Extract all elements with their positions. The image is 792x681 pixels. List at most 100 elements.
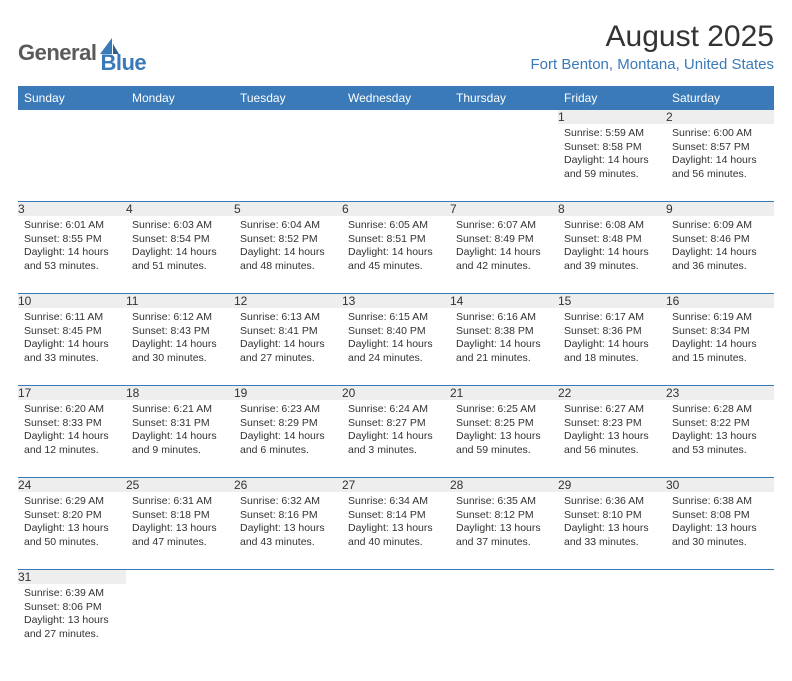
day-number: 24 [18,478,126,493]
weekday-header: Monday [126,86,234,110]
day-detail: Sunrise: 6:27 AMSunset: 8:23 PMDaylight:… [558,400,666,462]
day-number: 13 [342,294,450,309]
day-detail: Sunrise: 6:25 AMSunset: 8:25 PMDaylight:… [450,400,558,462]
day-number: 16 [666,294,774,309]
day-number: 7 [450,202,558,217]
day-number: 23 [666,386,774,401]
empty-day-number [666,570,774,585]
daynum-row: 31 [18,570,774,585]
day-detail: Sunrise: 6:00 AMSunset: 8:57 PMDaylight:… [666,124,774,186]
detail-row: Sunrise: 6:20 AMSunset: 8:33 PMDaylight:… [18,400,774,477]
detail-row: Sunrise: 5:59 AMSunset: 8:58 PMDaylight:… [18,124,774,201]
day-number: 9 [666,202,774,217]
day-number: 29 [558,478,666,493]
daynum-row: 24252627282930 [18,478,774,493]
logo-text-general: General [18,40,96,66]
empty-cell [126,584,234,661]
day-number: 10 [18,294,126,309]
daynum-row: 17181920212223 [18,386,774,401]
empty-day-number [126,570,234,585]
day-detail: Sunrise: 6:16 AMSunset: 8:38 PMDaylight:… [450,308,558,370]
day-detail: Sunrise: 6:28 AMSunset: 8:22 PMDaylight:… [666,400,774,462]
empty-day-number [558,570,666,585]
day-detail: Sunrise: 6:15 AMSunset: 8:40 PMDaylight:… [342,308,450,370]
day-detail: Sunrise: 6:07 AMSunset: 8:49 PMDaylight:… [450,216,558,278]
daynum-row: 12 [18,110,774,124]
weekday-header-row: SundayMondayTuesdayWednesdayThursdayFrid… [18,86,774,110]
day-number: 15 [558,294,666,309]
day-detail: Sunrise: 6:20 AMSunset: 8:33 PMDaylight:… [18,400,126,462]
day-detail: Sunrise: 6:17 AMSunset: 8:36 PMDaylight:… [558,308,666,370]
day-detail: Sunrise: 6:23 AMSunset: 8:29 PMDaylight:… [234,400,342,462]
page-title: August 2025 [531,20,774,54]
day-number: 2 [666,110,774,124]
day-detail: Sunrise: 6:19 AMSunset: 8:34 PMDaylight:… [666,308,774,370]
empty-cell [234,124,342,201]
day-detail: Sunrise: 6:03 AMSunset: 8:54 PMDaylight:… [126,216,234,278]
day-number: 8 [558,202,666,217]
day-detail: Sunrise: 6:36 AMSunset: 8:10 PMDaylight:… [558,492,666,554]
day-number: 4 [126,202,234,217]
day-number: 5 [234,202,342,217]
day-detail: Sunrise: 5:59 AMSunset: 8:58 PMDaylight:… [558,124,666,186]
day-number: 18 [126,386,234,401]
day-detail: Sunrise: 6:11 AMSunset: 8:45 PMDaylight:… [18,308,126,370]
empty-day-number [342,110,450,124]
day-detail: Sunrise: 6:13 AMSunset: 8:41 PMDaylight:… [234,308,342,370]
weekday-header: Sunday [18,86,126,110]
empty-cell [234,584,342,661]
day-detail: Sunrise: 6:39 AMSunset: 8:06 PMDaylight:… [18,584,126,646]
day-detail: Sunrise: 6:01 AMSunset: 8:55 PMDaylight:… [18,216,126,278]
empty-cell [450,584,558,661]
empty-day-number [234,110,342,124]
day-detail: Sunrise: 6:31 AMSunset: 8:18 PMDaylight:… [126,492,234,554]
detail-row: Sunrise: 6:01 AMSunset: 8:55 PMDaylight:… [18,216,774,293]
day-detail: Sunrise: 6:21 AMSunset: 8:31 PMDaylight:… [126,400,234,462]
day-number: 14 [450,294,558,309]
day-number: 12 [234,294,342,309]
weekday-header: Saturday [666,86,774,110]
day-detail: Sunrise: 6:38 AMSunset: 8:08 PMDaylight:… [666,492,774,554]
day-number: 25 [126,478,234,493]
detail-row: Sunrise: 6:29 AMSunset: 8:20 PMDaylight:… [18,492,774,569]
empty-day-number [450,110,558,124]
empty-day-number [126,110,234,124]
day-number: 26 [234,478,342,493]
day-number: 1 [558,110,666,124]
day-number: 19 [234,386,342,401]
day-detail: Sunrise: 6:29 AMSunset: 8:20 PMDaylight:… [18,492,126,554]
day-number: 30 [666,478,774,493]
calendar-table: SundayMondayTuesdayWednesdayThursdayFrid… [18,86,774,661]
empty-cell [342,584,450,661]
day-detail: Sunrise: 6:35 AMSunset: 8:12 PMDaylight:… [450,492,558,554]
detail-row: Sunrise: 6:39 AMSunset: 8:06 PMDaylight:… [18,584,774,661]
day-number: 6 [342,202,450,217]
empty-day-number [342,570,450,585]
daynum-row: 3456789 [18,202,774,217]
empty-cell [342,124,450,201]
logo: General Blue [18,30,146,76]
empty-day-number [234,570,342,585]
detail-row: Sunrise: 6:11 AMSunset: 8:45 PMDaylight:… [18,308,774,385]
weekday-header: Wednesday [342,86,450,110]
day-detail: Sunrise: 6:34 AMSunset: 8:14 PMDaylight:… [342,492,450,554]
empty-cell [18,124,126,201]
page: General Blue August 2025 Fort Benton, Mo… [0,0,792,681]
header: General Blue August 2025 Fort Benton, Mo… [18,20,774,76]
day-number: 31 [18,570,126,585]
title-block: August 2025 Fort Benton, Montana, United… [531,20,774,73]
daynum-row: 10111213141516 [18,294,774,309]
empty-cell [450,124,558,201]
day-number: 3 [18,202,126,217]
empty-day-number [18,110,126,124]
empty-day-number [450,570,558,585]
day-detail: Sunrise: 6:04 AMSunset: 8:52 PMDaylight:… [234,216,342,278]
day-number: 21 [450,386,558,401]
weekday-header: Tuesday [234,86,342,110]
empty-cell [126,124,234,201]
empty-cell [558,584,666,661]
day-number: 28 [450,478,558,493]
weekday-header: Thursday [450,86,558,110]
day-detail: Sunrise: 6:24 AMSunset: 8:27 PMDaylight:… [342,400,450,462]
day-detail: Sunrise: 6:08 AMSunset: 8:48 PMDaylight:… [558,216,666,278]
